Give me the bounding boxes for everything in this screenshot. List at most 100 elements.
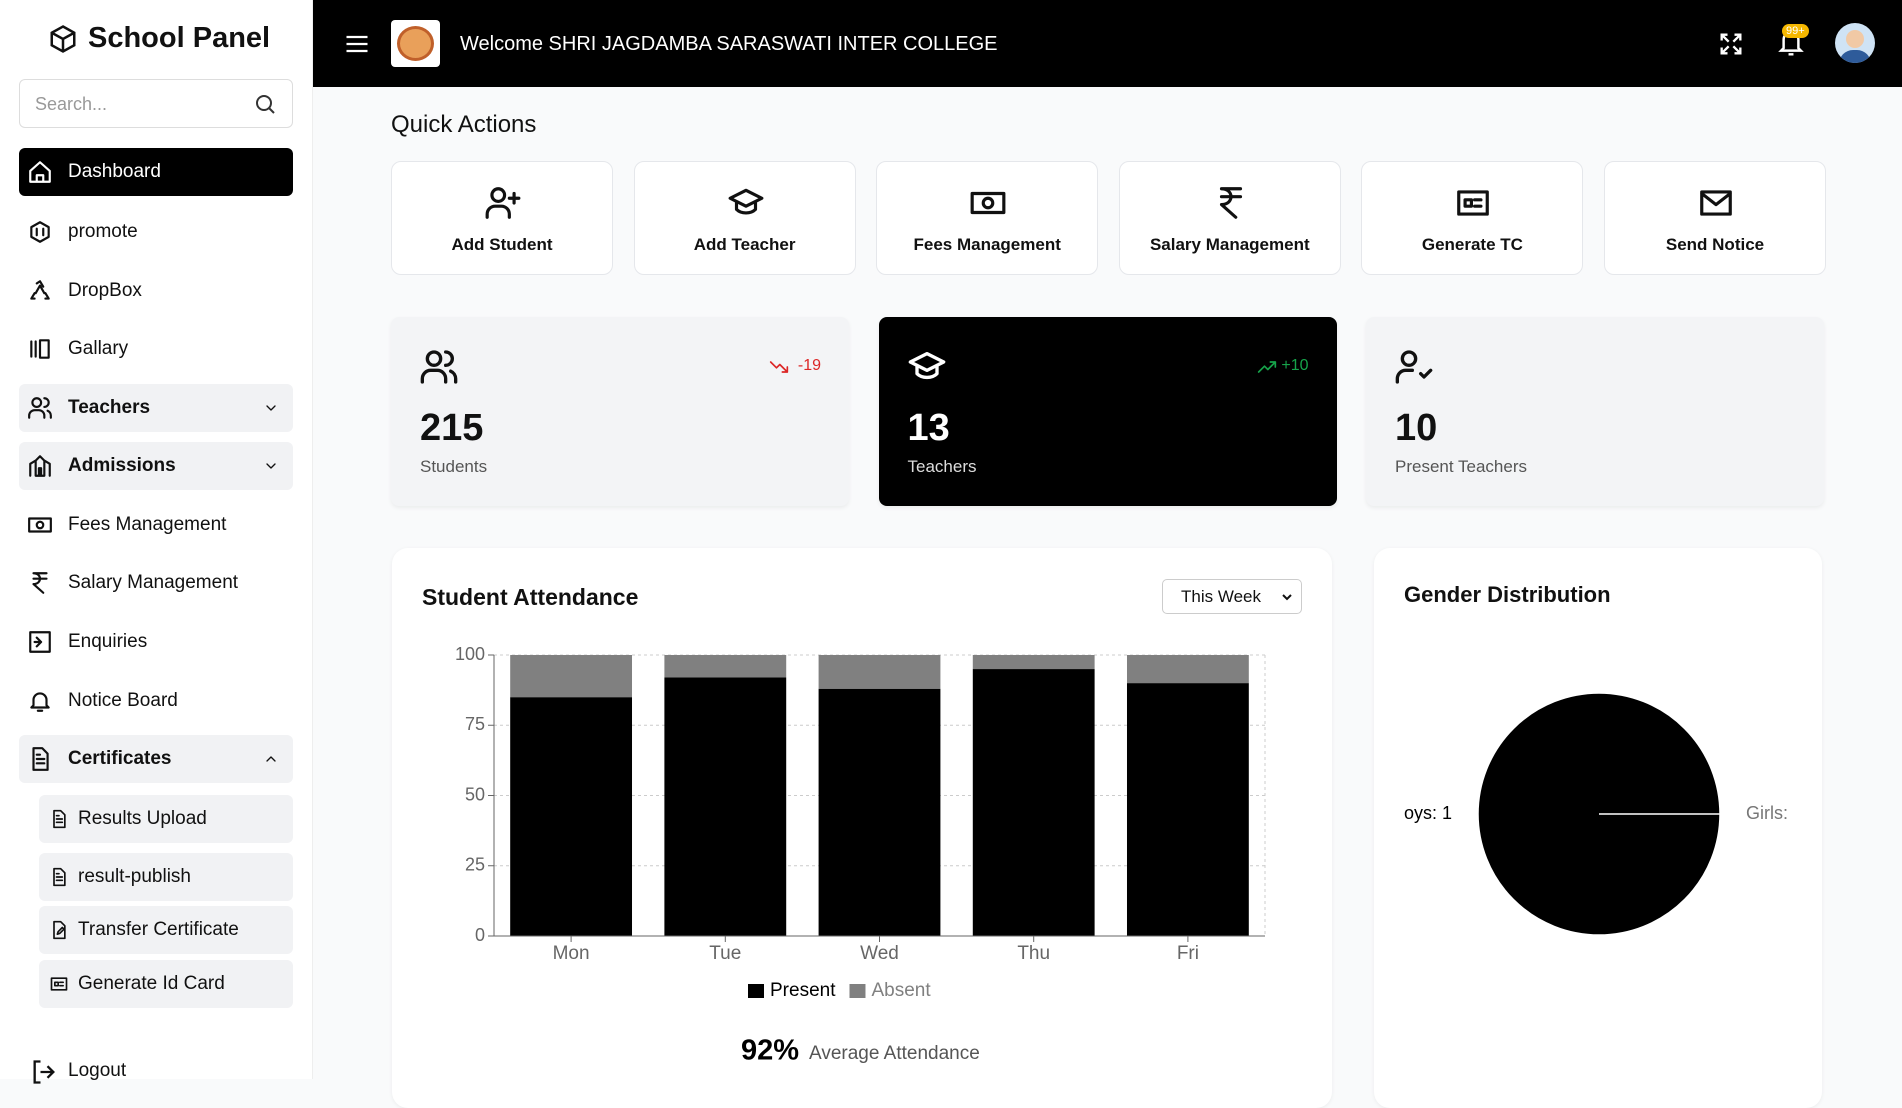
nav-item[interactable]: Notice Board	[19, 677, 293, 725]
icon-path	[1395, 350, 1433, 384]
quick-action-icon	[728, 188, 764, 215]
nav-icon	[29, 161, 51, 183]
nav-label: Enquiries	[68, 631, 148, 652]
y-tick-label: 75	[465, 714, 485, 734]
stat-value: 215	[420, 407, 484, 449]
nav-label: Results Upload	[78, 808, 207, 829]
stat-card: 215 Students -19	[391, 317, 849, 506]
quick-action-icon	[1457, 190, 1490, 216]
nav-item[interactable]: Fees Management	[19, 501, 293, 549]
nav-item[interactable]: Certificates	[19, 735, 293, 783]
quick-action-icon	[1219, 187, 1242, 219]
quick-action[interactable]: Fees Management	[876, 161, 1099, 275]
icon-path	[29, 631, 51, 653]
nav-item[interactable]: Generate Id Card	[39, 960, 293, 1008]
icon-path	[1457, 190, 1490, 216]
nav-item[interactable]: DropBox	[19, 267, 293, 315]
icon-path	[266, 463, 276, 469]
quick-action[interactable]: Add Student	[391, 161, 613, 275]
nav-item[interactable]: Enquiries	[19, 618, 293, 666]
nav-icon	[50, 977, 68, 991]
nav-label: Salary Management	[68, 572, 239, 593]
stat-icon	[908, 352, 945, 380]
icon-path	[28, 397, 52, 419]
x-tick-label: Wed	[860, 943, 899, 964]
nav-item[interactable]: Admissions	[19, 442, 293, 490]
icon-path	[30, 221, 50, 243]
avatar[interactable]	[1835, 23, 1875, 63]
quick-action-icon	[970, 191, 1006, 215]
nav-icon	[30, 280, 50, 300]
nav-label: Certificates	[68, 748, 172, 769]
nav-icon	[28, 397, 52, 419]
nav-item[interactable]: Salary Management	[19, 559, 293, 607]
stat-card: 10 Present Teachers	[1366, 317, 1824, 506]
stat-label: Students	[420, 457, 488, 476]
stat-value: 13	[907, 407, 950, 449]
nav-label: result-publish	[78, 866, 191, 887]
quick-action[interactable]: Send Notice	[1604, 161, 1826, 275]
legend-swatch	[748, 984, 764, 998]
icon-path	[32, 572, 48, 594]
icon-path	[769, 361, 789, 373]
nav-icon	[30, 221, 50, 243]
y-tick-label: 25	[465, 855, 485, 875]
x-tick-label: Fri	[1177, 943, 1199, 964]
stat-card: 13 Teachers +10	[878, 317, 1337, 506]
legend-label: Absent	[871, 980, 931, 1001]
nav-item[interactable]: result-publish	[39, 853, 293, 901]
nav-icon	[29, 631, 51, 653]
logout-icon	[33, 1060, 55, 1084]
stat-label: Teachers	[907, 457, 977, 476]
nav-item[interactable]: promote	[19, 208, 293, 256]
attendance-title: Student Attendance	[422, 584, 639, 610]
quick-action[interactable]: Generate TC	[1361, 161, 1584, 275]
icon-path	[53, 867, 66, 887]
bar-segment	[972, 669, 1095, 936]
trend-icon	[769, 361, 789, 373]
stat-label: Present Teachers	[1395, 457, 1527, 476]
nav-item[interactable]: Dashboard	[19, 148, 293, 196]
stat-trend: -19	[797, 357, 821, 374]
pie-label-group: Girls: 0	[1746, 803, 1793, 823]
nav-label: Transfer Certificate	[78, 919, 239, 940]
stat-trend: +10	[1281, 357, 1309, 374]
nav-item[interactable]: Transfer Certificate	[39, 906, 293, 954]
search-box[interactable]: Search...	[19, 79, 293, 128]
quick-action-label: Add Student	[451, 235, 553, 254]
sidebar: School Panel Search... Dashboard promote D…	[0, 0, 313, 1084]
gender-title: Gender Distribution	[1404, 582, 1611, 607]
bar-segment	[664, 655, 787, 678]
quick-action[interactable]: Salary Management	[1118, 161, 1341, 275]
legend-swatch	[849, 984, 866, 998]
icon-path	[266, 756, 276, 762]
fullscreen-button[interactable]	[1717, 30, 1745, 58]
period-select[interactable]: This Week	[1162, 579, 1302, 614]
icon-path	[1219, 187, 1242, 219]
app-title: School Panel	[88, 22, 271, 54]
icon-path	[29, 161, 51, 183]
icon-path	[1257, 361, 1276, 373]
summary-label: Average Attendance	[809, 1043, 980, 1064]
school-logo	[391, 20, 440, 67]
page: School Panel Search... Dashboard promote D…	[0, 0, 1902, 1084]
summary-value: 92%	[741, 1035, 799, 1067]
nav-icon	[28, 517, 52, 533]
quick-action[interactable]: Add Teacher	[633, 161, 856, 275]
menu-button[interactable]	[343, 30, 371, 58]
nav-label: Gallary	[68, 338, 129, 359]
logout[interactable]: Logout	[68, 1060, 127, 1081]
icon-path	[30, 280, 50, 300]
nav-item[interactable]: Teachers	[19, 384, 293, 432]
quick-actions-title: Quick Actions	[391, 111, 537, 138]
nav-item[interactable]: Results Upload	[39, 795, 293, 843]
icon-path	[1700, 190, 1732, 216]
nav-label: promote	[68, 221, 138, 242]
gender-chart: Boys: 1 Girls: 0	[1404, 692, 1793, 936]
nav-item[interactable]: Gallary	[19, 325, 293, 373]
period-value: This Week	[1181, 587, 1261, 606]
x-tick-label: Tue	[709, 943, 741, 964]
nav-icon	[53, 867, 66, 887]
icon-path	[53, 809, 66, 829]
notification-badge: 99+	[1782, 24, 1809, 38]
